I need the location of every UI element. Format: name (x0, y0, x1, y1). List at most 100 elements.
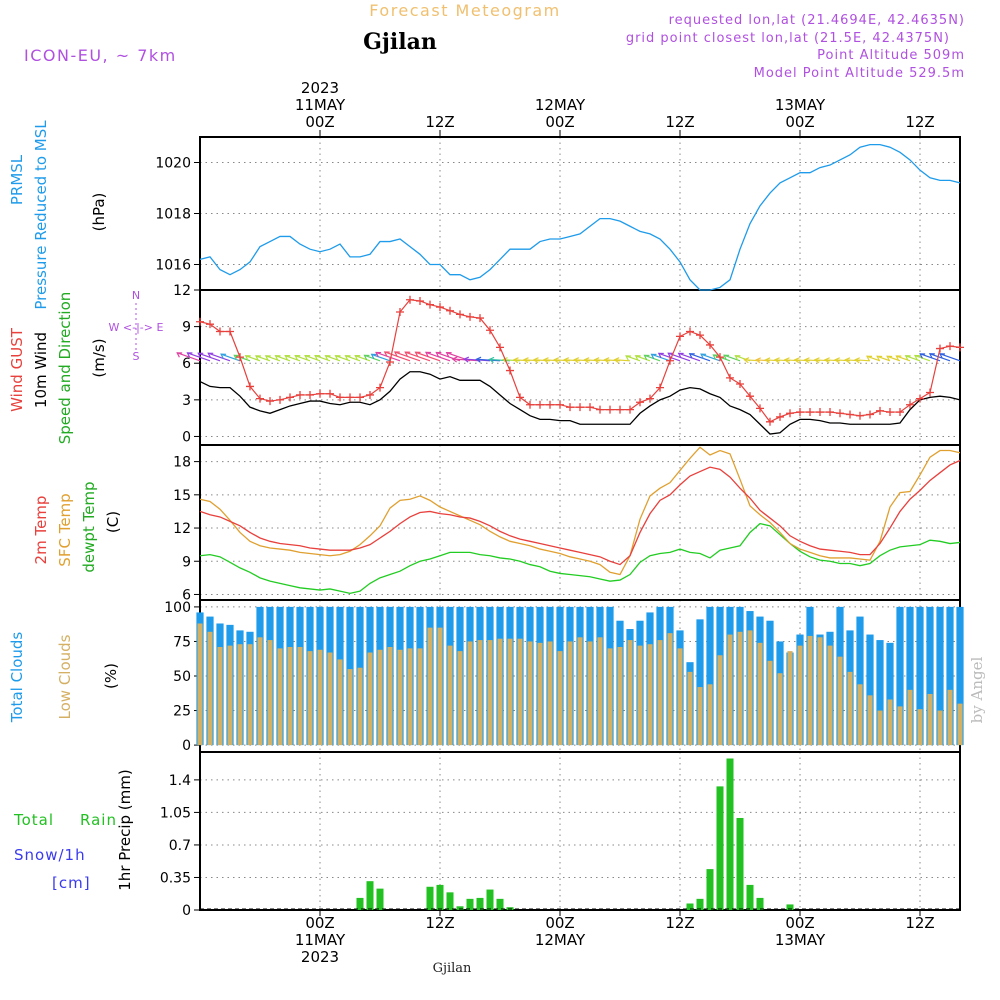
rain-bar (476, 897, 484, 910)
wind-arrow-head (904, 355, 911, 361)
top-time-label: 13MAY (775, 96, 826, 114)
requested-coords: requested lon,lat (21.4694E, 42.4635N) (669, 13, 965, 28)
low-cloud-bar (487, 640, 493, 746)
wind-arrow-head (314, 354, 321, 361)
wind-arrow-head (344, 355, 351, 361)
wind-direction-arrow (794, 359, 811, 362)
low-cloud-bar (537, 642, 543, 746)
gust-marker (326, 389, 334, 398)
wind-arrow-head (803, 357, 810, 364)
rain-bar (356, 897, 364, 910)
wind-direction-arrow (713, 354, 731, 362)
low-cloud-bar (227, 645, 233, 746)
wind-direction-arrow (220, 353, 241, 362)
panel-frame (199, 751, 961, 911)
rain-bar (436, 884, 444, 910)
low-cloud-bar (757, 642, 763, 746)
wind-arrow-head (284, 355, 291, 361)
wind-speed-label: 10m Wind (32, 332, 50, 408)
low-cloud-bar (467, 641, 473, 746)
rain-bar (706, 869, 714, 910)
wind-arrow-head (866, 355, 873, 362)
low-cloud-bar (337, 659, 343, 746)
low-cloud-bar (327, 652, 333, 746)
gust-marker (696, 331, 704, 340)
gust-marker (866, 410, 874, 419)
low-cloud-bar (397, 649, 403, 746)
panel-frame (199, 444, 961, 601)
total-cloud-bar (706, 606, 714, 746)
low-cloud-bar (207, 631, 213, 746)
wind-direction-arrow (784, 359, 801, 362)
low-cloud-bar (847, 671, 853, 746)
low-cloud-bar (897, 706, 903, 746)
wind-arrow-head (734, 355, 741, 361)
rain-bar (756, 897, 764, 910)
wind-direction-arrow (700, 353, 721, 362)
wind-direction-arrow (476, 358, 501, 362)
wind-arrow-head (186, 352, 193, 358)
wind-direction-arrow (584, 359, 601, 362)
gust-marker (266, 397, 274, 406)
wind-direction-arrow (489, 358, 511, 362)
bottom-time-label: 2023 (301, 948, 339, 966)
wind-arrow-head (264, 355, 271, 361)
bottom-time-label: 12Z (905, 914, 934, 932)
wind-direction-arrow (905, 355, 921, 362)
gust-marker (506, 366, 514, 375)
wind-arrow-head (207, 352, 214, 358)
gust-marker (596, 405, 604, 414)
y-tick-label: 9 (182, 320, 191, 336)
wind-arrow-head (522, 357, 529, 364)
low-cloud-bar (477, 640, 483, 746)
wind-direction-arrow (929, 353, 951, 362)
wind-arrow-head (939, 353, 946, 359)
wind-direction-arrow (756, 359, 771, 362)
low-cloud-bar (717, 655, 723, 746)
bottom-time-label: 12MAY (535, 931, 586, 949)
gust-marker (366, 390, 374, 399)
wind-arrow-head (613, 357, 620, 364)
wind-unit: (m/s) (90, 338, 108, 377)
wind-direction-arrow (939, 353, 961, 362)
wind-arrow-head (324, 355, 331, 361)
wind-arrow-head (176, 352, 183, 358)
low-cloud-bar (257, 637, 263, 746)
wind-arrow-head (414, 351, 421, 357)
dewpt-line (199, 522, 961, 595)
top-time-label: 12MAY (535, 96, 586, 114)
panel-frame (199, 289, 961, 446)
prmsl-label: PRMSL (8, 154, 26, 205)
wind-direction-arrow (554, 359, 571, 362)
bottom-time-label: 00Z (785, 914, 814, 932)
low-cloud-bar (387, 646, 393, 746)
low-cloud-bar (267, 640, 273, 746)
wind-direction-arrow (765, 359, 781, 362)
snow-unit: [cm] (52, 874, 91, 892)
wind-speed-line (199, 371, 961, 435)
low-cloud-bar (867, 695, 873, 746)
wind-direction-arrow (574, 359, 591, 362)
panels-layer: 1016 1018 1020 0 3 6 9 12 6 9 12 15 18 0 25 50 75 100 0 0.3… (8, 79, 964, 966)
low-cloud-bar (507, 638, 513, 746)
low-cloud-bar (367, 652, 373, 746)
gust-marker (286, 393, 294, 402)
y-tick-label: 1020 (155, 156, 191, 172)
wind-direction-arrow (614, 359, 631, 362)
low-cloud-bar (707, 684, 713, 746)
wind-direction-arrow (523, 359, 541, 362)
gust-marker (516, 393, 524, 402)
top-time-label: 12Z (425, 113, 454, 131)
low-cloud-bar (217, 646, 223, 746)
gust-marker (426, 300, 434, 309)
low-cloud-bar (197, 623, 203, 746)
low-cloud-bar (687, 671, 693, 746)
gust-marker (666, 356, 674, 365)
gust-marker (806, 408, 814, 417)
rain-bar (366, 881, 374, 910)
low-cloud-bar (957, 703, 963, 746)
low-cloud-bar (807, 635, 813, 746)
total-cloud-bar (856, 616, 864, 746)
low-clouds-label: Low Clouds (56, 634, 74, 719)
y-tick-label: 18 (173, 455, 191, 471)
